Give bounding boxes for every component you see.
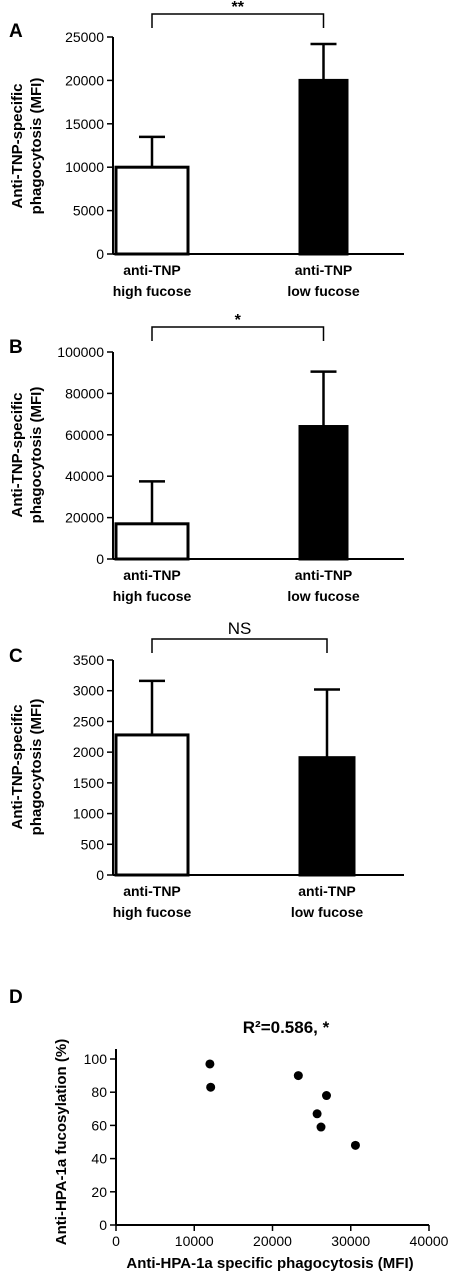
y-axis-label: phagocytosis (MFI) [28, 78, 45, 215]
category-label: anti-TNP [123, 262, 181, 278]
significance-bracket [151, 326, 325, 341]
category-label: low fucose [287, 588, 360, 604]
bar-high-fucose [114, 733, 190, 877]
y-tick-label: 60 [91, 1117, 107, 1133]
significance-bracket [151, 638, 328, 653]
y-tick-label: 0 [96, 551, 104, 567]
data-point [321, 1091, 331, 1101]
bar-high-fucose [114, 522, 190, 561]
y-tick-label: 60000 [65, 427, 104, 443]
significance-label: NS [228, 619, 252, 638]
significance-bracket [151, 13, 325, 28]
panel-letter: C [9, 646, 23, 667]
y-tick-label: 0 [99, 1217, 107, 1233]
y-tick-label: 10000 [65, 159, 104, 175]
category-label: low fucose [291, 904, 364, 920]
panel-b: B Anti-TNP-specific phagocytosis (MFI) 0 200… [9, 312, 404, 604]
y-axis-label: Anti-TNP-specific [9, 392, 26, 517]
category-label: high fucose [113, 904, 192, 920]
significance-label: ** [232, 0, 245, 16]
y-tick-label: 5000 [73, 203, 104, 219]
category-label: high fucose [113, 588, 192, 604]
y-tick-label: 100 [84, 1051, 108, 1067]
category-label: high fucose [113, 283, 192, 299]
data-point [205, 1059, 215, 1069]
panel-letter: D [9, 987, 23, 1008]
y-tick-label: 1500 [73, 775, 104, 791]
y-tick-label: 3000 [73, 683, 104, 699]
category-label: low fucose [287, 283, 360, 299]
y-tick-label: 15000 [65, 116, 104, 132]
data-point [293, 1071, 303, 1081]
x-tick-label: 0 [112, 1233, 120, 1249]
category-label: anti-TNP [123, 883, 181, 899]
y-tick-label: 80 [91, 1084, 107, 1100]
y-tick-label: 40000 [65, 468, 104, 484]
y-tick-label: 500 [81, 836, 105, 852]
category-label: anti-TNP [123, 567, 181, 583]
y-tick-label: 20000 [65, 510, 104, 526]
bar-low-fucose [298, 78, 349, 256]
y-tick-label: 80000 [65, 385, 104, 401]
y-tick-label: 2000 [73, 744, 104, 760]
r-squared-annotation: R²=0.586, * [243, 1018, 330, 1037]
category-label: anti-TNP [298, 883, 356, 899]
panel-letter: A [9, 21, 23, 42]
y-tick-label: 0 [96, 867, 104, 883]
bar-low-fucose [298, 425, 349, 561]
x-tick-label: 10000 [175, 1233, 214, 1249]
data-point [206, 1082, 216, 1092]
panel-d: D R²=0.586, * 0 20 40 60 80 100 0 10000 20000 30000… [9, 987, 449, 1272]
y-tick-label: 1000 [73, 806, 104, 822]
y-tick-label: 3500 [73, 652, 104, 668]
y-tick-label: 0 [96, 246, 104, 262]
category-label: anti-TNP [295, 262, 353, 278]
data-point [312, 1109, 322, 1119]
panel-c: C Anti-TNP-specific phagocytosis (MFI) 0 500… [9, 619, 404, 920]
y-axis-label: Anti-TNP-specific [9, 83, 26, 208]
x-tick-label: 20000 [253, 1233, 292, 1249]
panel-a: A Anti-TNP-specific phagocytosis (MFI) 0 500… [9, 0, 404, 299]
y-axis-label: phagocytosis (MFI) [28, 699, 45, 836]
category-label: anti-TNP [295, 567, 353, 583]
y-tick-label: 20 [91, 1184, 107, 1200]
x-axis-label: Anti-HPA-1a specific phagocytosis (MFI) [126, 1255, 413, 1272]
bar-high-fucose [114, 165, 190, 256]
data-point [316, 1122, 326, 1132]
y-tick-label: 25000 [65, 29, 104, 45]
data-point [350, 1140, 360, 1150]
bar-low-fucose [298, 756, 356, 877]
y-tick-label: 40 [91, 1151, 107, 1167]
x-tick-label: 30000 [331, 1233, 370, 1249]
panel-letter: B [9, 337, 23, 358]
y-axis-label: Anti-TNP-specific [9, 704, 26, 829]
y-tick-label: 2500 [73, 713, 104, 729]
x-tick-label: 40000 [410, 1233, 449, 1249]
y-tick-label: 20000 [65, 72, 104, 88]
y-axis-label: Anti-HPA-1a fucosylation (%) [53, 1039, 70, 1245]
y-axis-label: phagocytosis (MFI) [28, 387, 45, 524]
significance-label: * [235, 312, 242, 329]
y-tick-label: 100000 [57, 344, 104, 360]
